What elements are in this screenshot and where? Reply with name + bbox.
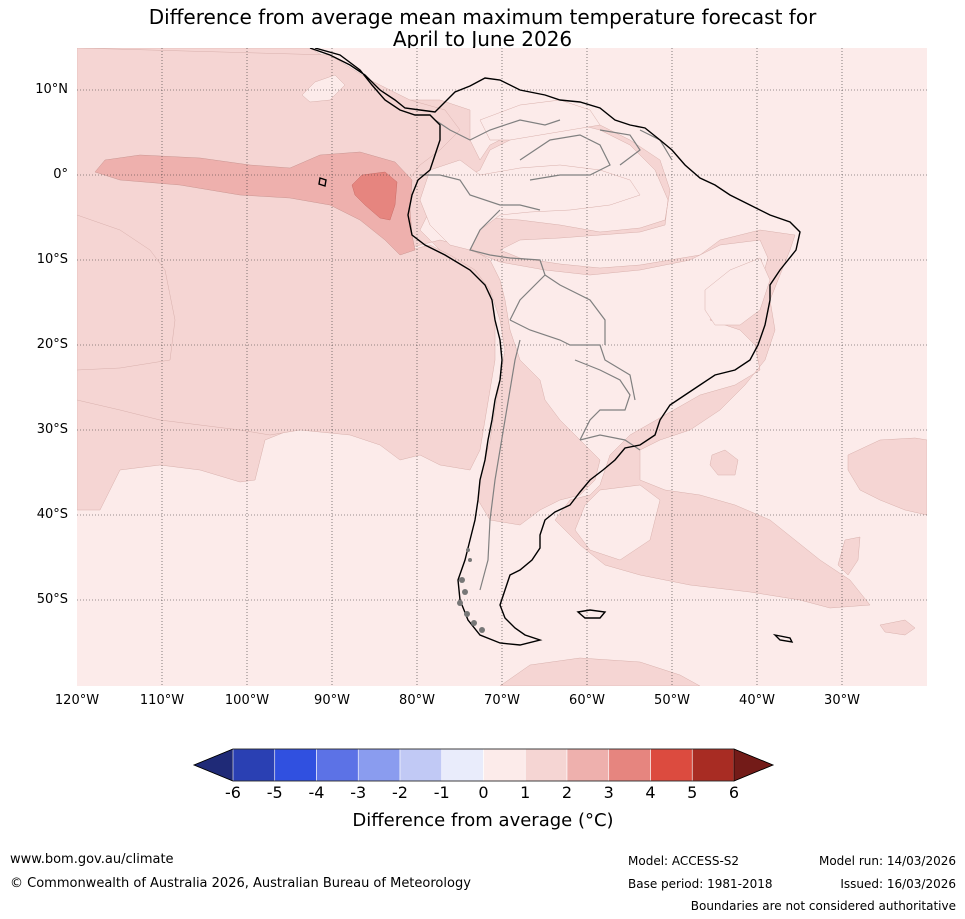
lon-label: 100°W — [224, 693, 270, 708]
footer-url[interactable]: www.bom.gov.au/climate — [10, 852, 174, 867]
lon-label: 30°W — [824, 693, 860, 708]
graticule — [77, 48, 927, 686]
footer-base-period: Base period: 1981-2018 — [628, 877, 773, 891]
colorbar-segment — [566, 748, 610, 782]
colorbar-tick-label: -1 — [433, 783, 450, 802]
lat-label: 20°S — [36, 337, 68, 352]
colorbar-tick-label: 4 — [645, 783, 656, 802]
country-boundaries — [420, 119, 673, 591]
lon-label: 50°W — [654, 693, 690, 708]
colorbar-extend-high — [733, 748, 774, 782]
colorbar-segment — [608, 748, 651, 782]
lon-label: 70°W — [484, 693, 520, 708]
colorbar-segment — [357, 748, 401, 782]
colorbar-extend-low — [193, 748, 234, 782]
footer-disclaimer: Boundaries are not considered authoritat… — [690, 899, 956, 913]
colorbar-tick-label: -2 — [392, 783, 408, 802]
lon-label: 120°W — [54, 693, 100, 708]
map-title-line-1: Difference from average mean maximum tem… — [148, 5, 817, 29]
lon-label: 110°W — [139, 693, 185, 708]
lon-label: 60°W — [569, 693, 605, 708]
lat-label: 0° — [53, 167, 68, 182]
lat-label: 50°S — [36, 592, 68, 607]
lat-label: 10°S — [36, 252, 68, 267]
lon-label: 80°W — [399, 693, 435, 708]
map-title-line-2: April to June 2026 — [392, 27, 573, 51]
colorbar-segment — [441, 748, 484, 782]
lat-label: 10°N — [35, 82, 68, 97]
colorbar-tick-label: 0 — [478, 783, 489, 802]
footer-model-run: Model run: 14/03/2026 — [818, 854, 956, 868]
footer-copyright: © Commonwealth of Australia 2026, Austra… — [10, 876, 471, 891]
colorbar-tick-label: 2 — [561, 783, 573, 802]
colorbar-tick-label: 3 — [603, 783, 614, 802]
colorbar-tick-label: -3 — [350, 783, 367, 802]
colorbar-segment — [650, 748, 693, 782]
anomaly-zone-2-3 — [94, 151, 416, 256]
lat-label: 40°S — [36, 507, 68, 522]
colorbar-segment — [524, 748, 568, 782]
colorbar-segment — [691, 748, 735, 782]
anomaly-zone-3-4 — [351, 171, 398, 221]
colorbar-segment — [232, 748, 276, 782]
colorbar-tick-label: 1 — [520, 783, 531, 802]
colorbar-segment — [316, 748, 359, 782]
footer-model: Model: ACCESS-S2 — [628, 854, 740, 868]
colorbar-segment — [483, 748, 526, 782]
colorbar-tick-label: -6 — [225, 783, 241, 802]
colorbar-label: Difference from average (°C) — [352, 810, 614, 831]
colorbar-tick-label: 5 — [687, 783, 698, 802]
colorbar-tick-label: 6 — [728, 783, 740, 802]
lon-label: 90°W — [314, 693, 350, 708]
chile-archipelago — [457, 548, 485, 633]
colorbar-tick-label: -5 — [266, 783, 283, 802]
colorbar-segment — [399, 748, 443, 782]
lat-label: 30°S — [36, 422, 68, 437]
colorbar-tick-label: -4 — [308, 783, 325, 802]
lon-label: 40°W — [739, 693, 775, 708]
coastline — [309, 48, 801, 646]
footer-issued: Issued: 16/03/2026 — [840, 877, 956, 891]
colorbar-segment — [274, 748, 317, 782]
